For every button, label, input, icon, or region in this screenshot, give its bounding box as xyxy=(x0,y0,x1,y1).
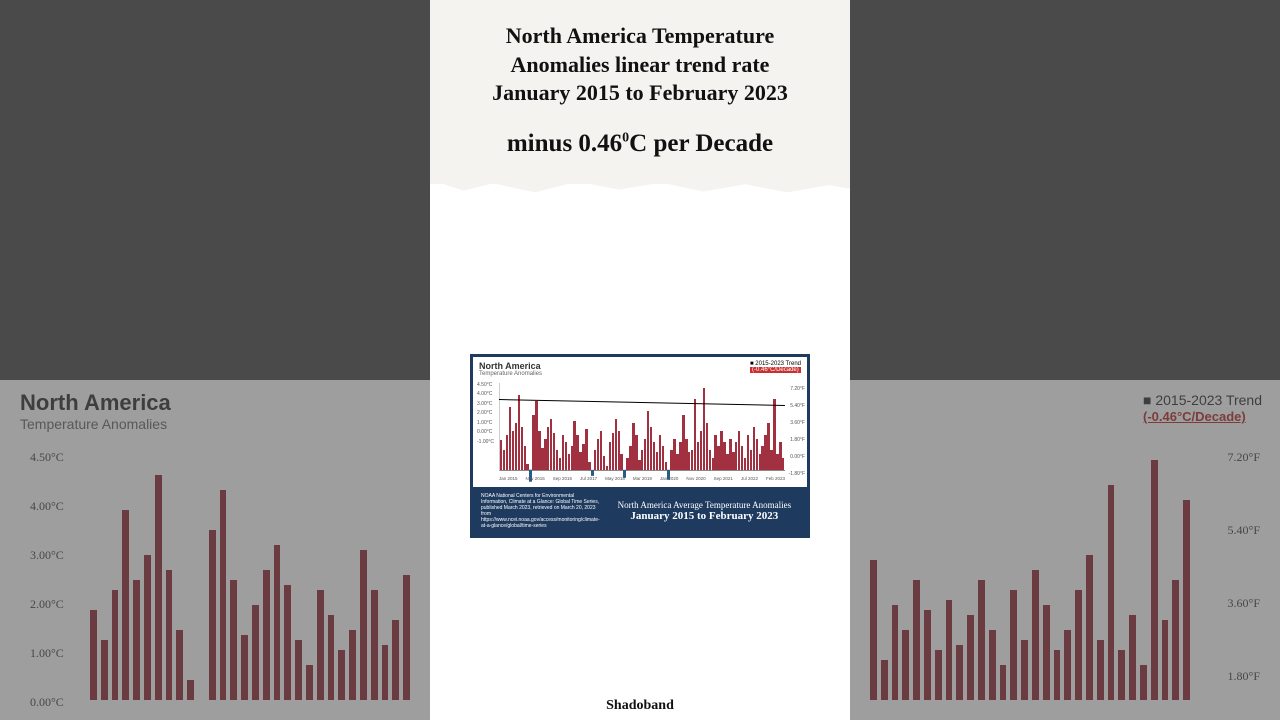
main-title: North America Temperature Anomalies line… xyxy=(460,22,820,108)
chart-footer-title: North America Average Temperature Anomal… xyxy=(610,500,799,522)
bg-left-bars xyxy=(90,440,410,700)
bg-right-bars xyxy=(870,440,1190,700)
bg-right-yaxis: 7.20°F5.40°F3.60°F1.80°F0.00°F xyxy=(1228,450,1260,720)
chart-yaxis-right: 7.20°F5.40°F3.60°F1.80°F0.00°F-1.80°F xyxy=(789,381,805,483)
chart-source-text: NOAA National Centers for Environmental … xyxy=(481,493,600,529)
main-subtitle: minus 0.460C per Decade xyxy=(460,130,820,158)
bg-left-subtitle: Temperature Anomalies xyxy=(0,416,430,440)
bg-left-yaxis: 4.50°C4.00°C3.00°C2.00°C1.00°C0.00°C xyxy=(30,450,64,720)
watermark: Shadoband xyxy=(606,698,674,714)
main-panel: North America Temperature Anomalies line… xyxy=(430,0,850,720)
bg-left-title: North America xyxy=(0,380,430,416)
header-block: North America Temperature Anomalies line… xyxy=(430,0,850,184)
background-chart-left: North America Temperature Anomalies 4.50… xyxy=(0,380,430,720)
chart-plot-area: North America Temperature Anomalies ■ 20… xyxy=(473,357,807,487)
chart-yaxis-left: 4.50°C4.00°C3.00°C2.00°C1.00°C0.00°C-1.0… xyxy=(477,381,494,448)
chart-xaxis: Jan 2015Nov 2015Sep 2016Jul 2017May 2018… xyxy=(499,476,785,481)
chart-bars xyxy=(499,383,785,471)
chart-legend: ■ 2015-2023 Trend (-0.46°C/Decade) xyxy=(750,361,801,373)
bg-right-legend: ■ 2015-2023 Trend (-0.46°C/Decade) xyxy=(1143,392,1262,424)
chart-footer: NOAA National Centers for Environmental … xyxy=(473,487,807,535)
embedded-chart: North America Temperature Anomalies ■ 20… xyxy=(470,354,810,538)
background-chart-right: ■ 2015-2023 Trend (-0.46°C/Decade) 7.20°… xyxy=(850,380,1280,720)
